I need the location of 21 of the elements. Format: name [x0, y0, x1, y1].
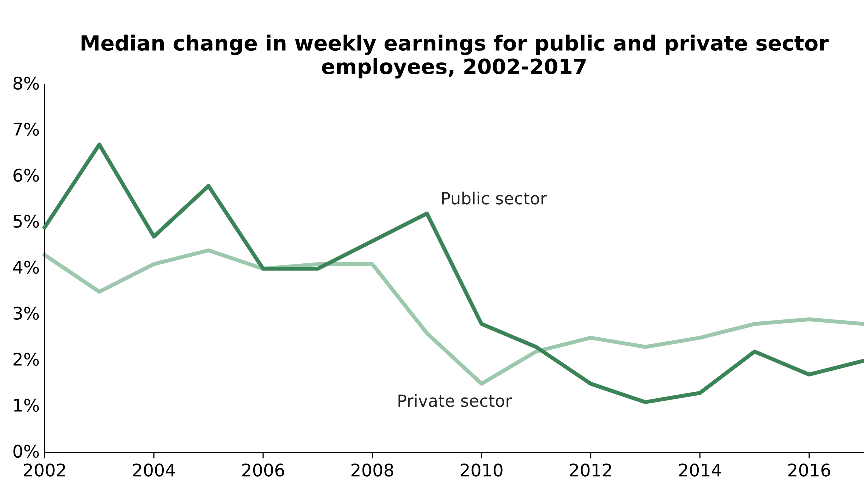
- series-label: Public sector: [442, 192, 548, 205]
- line-series: [42, 248, 864, 386]
- x-tick-label: 2006: [242, 464, 284, 477]
- y-tick-label: 6%: [14, 168, 40, 182]
- y-tick-label: 0%: [14, 444, 40, 458]
- x-tick-label: 2008: [352, 464, 394, 477]
- x-tick-label: 2010: [460, 464, 503, 477]
- y-tick-label: 1%: [14, 398, 40, 412]
- y-tick-label: 4%: [13, 260, 40, 274]
- x-tick-label: 2016: [788, 464, 830, 477]
- chart-title: Median change in weekly earnings for public and private sector employees, 2002-2017: [82, 34, 829, 79]
- y-tick-label: 2%: [14, 352, 40, 366]
- y-tick-label: 8%: [14, 76, 40, 90]
- y-tick-label: 7%: [14, 122, 40, 136]
- y-tick-label: 5%: [14, 214, 40, 228]
- x-tick-label: 2012: [570, 464, 612, 477]
- x-tick-label: 2002: [24, 464, 66, 477]
- x-tick-label: 2004: [133, 464, 176, 477]
- series-label: Private sector: [398, 394, 512, 408]
- y-tick-label: 3%: [14, 306, 40, 320]
- x-tick-label: 2014: [679, 464, 722, 477]
